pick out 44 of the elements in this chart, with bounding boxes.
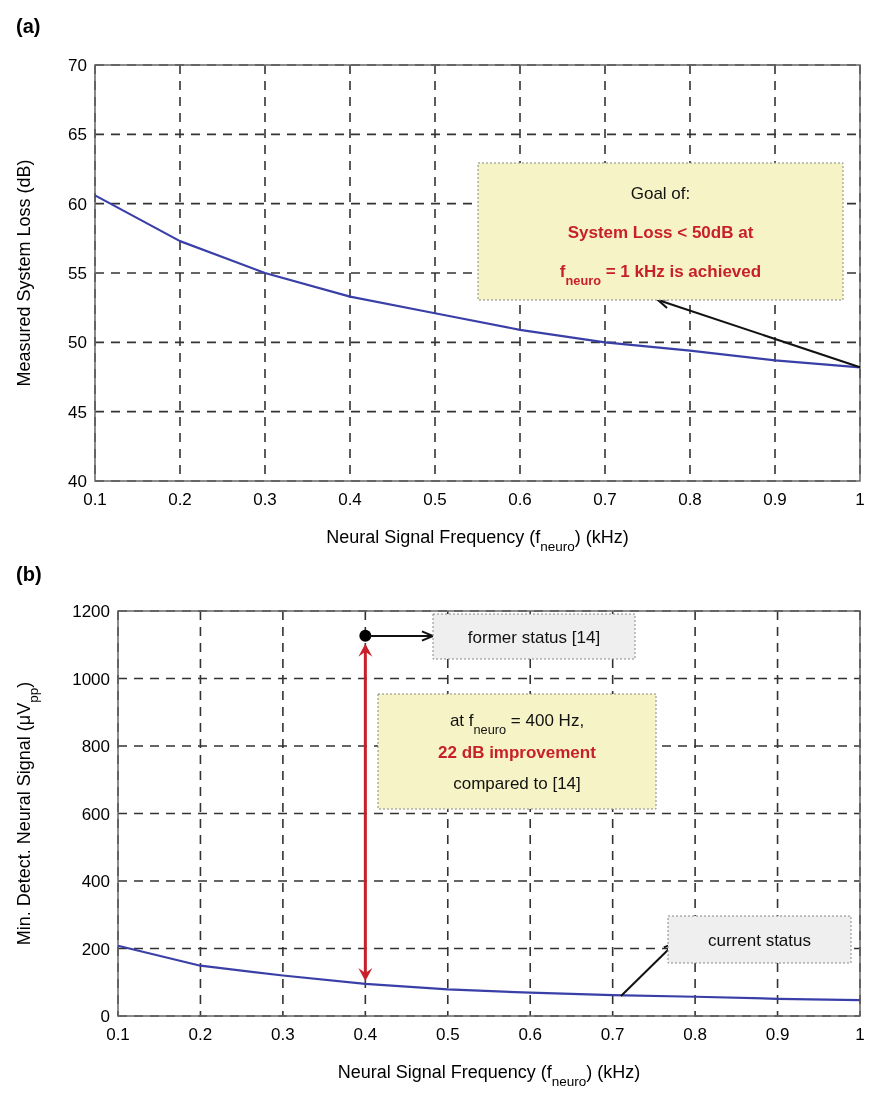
- x-tick-label: 0.6: [518, 1025, 543, 1044]
- y-tick-label: 600: [81, 804, 110, 824]
- y-axis-title: Measured System Loss (dB): [14, 159, 34, 387]
- x-tick-label: 0.7: [600, 1025, 625, 1044]
- x-tick-label: 0.9: [763, 490, 787, 509]
- y-tick-label: 60: [68, 194, 87, 214]
- annotation: at f$_{neuro}$ = 400 Hz, 22 dB improvement compared to [14]: [438, 710, 597, 794]
- x-tick-label: 0.1: [106, 1025, 130, 1044]
- x-tick-label: 0.1: [83, 490, 107, 509]
- x-tick-label: 0.7: [593, 490, 617, 509]
- y-tick-label: 45: [68, 402, 87, 422]
- y-tick-label: 55: [68, 264, 87, 283]
- x-tick-label: 1: [855, 490, 865, 509]
- y-tick-label: 70: [68, 56, 87, 75]
- x-axis-title: Neural Signal Frequency (f$_{neuro}$) (kHz): [326, 527, 629, 554]
- annotation: Goal of: System Loss < 50dB at f$_{neuro}$ = 1 kHz is achieved: [559, 183, 762, 287]
- x-tick-label: 0.5: [435, 1025, 460, 1044]
- x-tick-label: 1: [855, 1025, 865, 1044]
- y-tick-label: 65: [68, 125, 87, 145]
- y-tick-label: 1200: [72, 602, 110, 621]
- x-axis-title: Neural Signal Frequency (f$_{neuro}$) (kHz): [337, 1062, 641, 1089]
- annotation: current status: [708, 930, 811, 950]
- x-tick-label: 0.8: [683, 1025, 707, 1044]
- annotation: former status [14]: [467, 627, 601, 647]
- x-tick-label: 0.5: [423, 490, 447, 509]
- line-series: [116, 944, 862, 1002]
- x-tick-label: 0.4: [338, 490, 362, 509]
- x-tick-label: 0.9: [765, 1025, 790, 1044]
- x-tick-label: 0.3: [253, 490, 277, 509]
- x-tick-label: 0.2: [188, 1025, 213, 1044]
- y-tick-label: 1000: [72, 669, 110, 689]
- y-tick-label: 50: [68, 333, 87, 353]
- x-tick-label: 0.8: [678, 490, 702, 509]
- y-tick-label: 400: [81, 872, 110, 891]
- chart-title: (b): [16, 563, 42, 585]
- y-tick-label: 200: [81, 939, 110, 959]
- y-tick-label: 0: [100, 1007, 110, 1026]
- x-tick-label: 0.3: [271, 1025, 295, 1044]
- chart-title: (a): [16, 15, 41, 37]
- x-tick-label: 0.6: [508, 490, 532, 509]
- x-tick-label: 0.2: [168, 490, 192, 509]
- y-tick-label: 40: [68, 472, 87, 491]
- x-tick-label: 0.4: [353, 1025, 378, 1044]
- y-tick-label: 800: [81, 737, 110, 756]
